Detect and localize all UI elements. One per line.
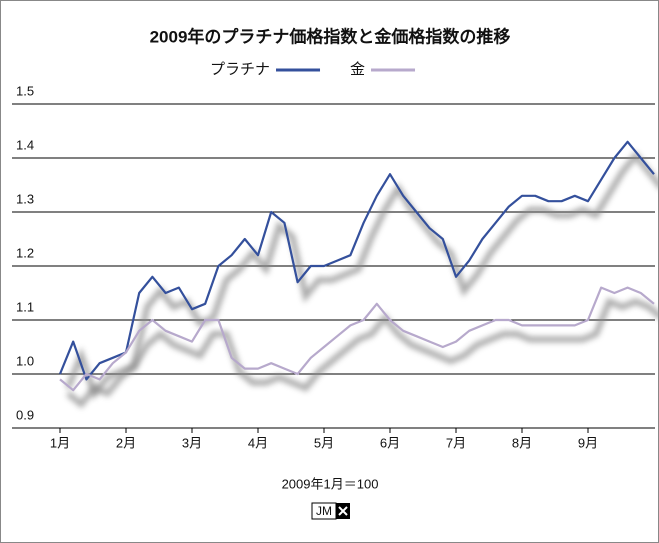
logo-text: JM — [316, 504, 332, 518]
x-tick-label: 6月 — [380, 435, 400, 450]
x-tick-label: 8月 — [512, 435, 532, 450]
y-tick-label: 1.4 — [16, 137, 34, 152]
x-tick-label: 2月 — [116, 435, 136, 450]
legend-label: プラチナ — [210, 61, 270, 78]
line-shadow — [65, 151, 659, 400]
x-tick-label: 4月 — [248, 435, 268, 450]
logo: JM — [311, 502, 350, 520]
series-line — [59, 286, 655, 392]
note: 2009年1月＝100 — [282, 476, 379, 491]
x-tick-label: 1月 — [50, 435, 70, 450]
y-tick-label: 1.2 — [16, 245, 34, 260]
y-tick-label: 0.9 — [16, 407, 34, 422]
y-tick-label: 1.1 — [16, 299, 34, 314]
x-tick-label: 9月 — [578, 435, 598, 450]
line-shadow — [66, 297, 659, 409]
legend-label: 金 — [350, 61, 365, 78]
series-line — [58, 140, 655, 381]
y-tick-label: 1.3 — [16, 191, 34, 206]
x-tick-label: 3月 — [182, 435, 202, 450]
chart-title: 2009年のプラチナ価格指数と金価格指数の推移 — [150, 26, 511, 46]
x-tick-label: 7月 — [446, 435, 466, 450]
y-tick-label: 1.0 — [16, 353, 34, 368]
y-tick-label: 1.5 — [16, 83, 34, 98]
x-tick-label: 5月 — [314, 435, 334, 450]
logo-mark — [338, 506, 348, 516]
